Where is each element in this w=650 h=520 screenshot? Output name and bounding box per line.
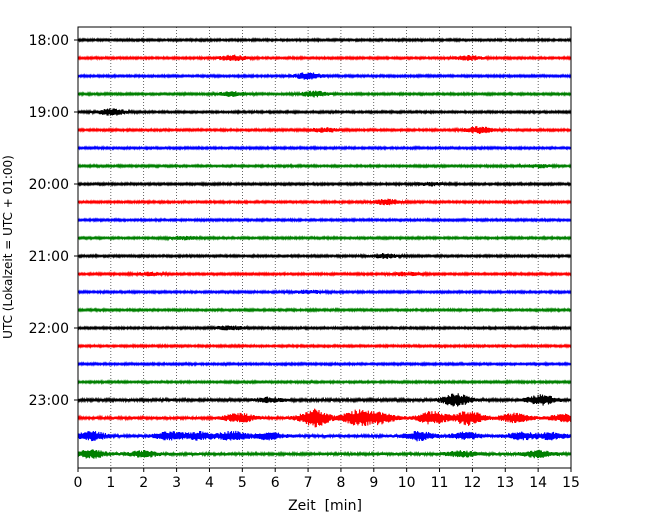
trace-line xyxy=(78,162,571,170)
x-tick-label: 11 xyxy=(431,475,449,491)
trace-line xyxy=(78,37,571,44)
y-tick-label: 21:00 xyxy=(29,249,69,265)
trace-line xyxy=(78,108,571,116)
x-tick-label: 9 xyxy=(369,475,378,491)
x-tick-label: 7 xyxy=(304,475,313,491)
y-tick-label: 20:00 xyxy=(29,177,69,193)
x-tick-label: 10 xyxy=(398,475,416,491)
x-tick-label: 1 xyxy=(106,475,115,491)
seismogram-traces xyxy=(78,37,571,459)
x-tick-label: 12 xyxy=(463,475,481,491)
y-tick-label: 23:00 xyxy=(29,393,69,409)
x-tick-label: 13 xyxy=(496,475,514,491)
x-tick-label: 4 xyxy=(205,475,214,491)
y-axis-label: UTC (Lokalzeit = UTC + 01:00) xyxy=(1,155,15,339)
trace-line xyxy=(78,408,571,428)
y-tick-label: 19:00 xyxy=(29,105,69,121)
trace-line xyxy=(78,198,571,206)
x-tick-label: 6 xyxy=(271,475,280,491)
trace-line xyxy=(78,324,571,332)
x-axis-ticks: 0 1 2 3 4 5 6 7 8 9 10 11 12 13 14 15 xyxy=(74,468,580,491)
trace-line xyxy=(78,252,571,260)
trace-line xyxy=(78,90,571,98)
x-tick-label: 2 xyxy=(139,475,148,491)
trace-line xyxy=(78,216,571,223)
y-tick-label: 18:00 xyxy=(29,33,69,49)
trace-line xyxy=(78,72,571,80)
x-tick-label: 14 xyxy=(529,475,547,491)
trace-line xyxy=(78,144,571,152)
trace-line xyxy=(78,234,571,242)
trace-line xyxy=(78,360,571,368)
y-axis-ticks: 18:00 19:00 20:00 21:00 22:00 23:00 xyxy=(29,33,78,409)
x-tick-label: 5 xyxy=(238,475,247,491)
trace-line xyxy=(78,343,571,350)
x-axis-label: Zeit [min] xyxy=(288,498,362,514)
x-tick-label: 8 xyxy=(336,475,345,491)
x-tick-label: 3 xyxy=(172,475,181,491)
trace-line xyxy=(78,288,571,296)
trace-line xyxy=(78,270,571,278)
x-tick-label: 0 xyxy=(74,475,83,491)
plot-frame xyxy=(77,26,572,469)
trace-line xyxy=(78,378,571,386)
trace-line xyxy=(78,306,571,314)
trace-line xyxy=(78,430,571,442)
x-tick-label: 15 xyxy=(562,475,580,491)
trace-line xyxy=(78,180,571,188)
trace-line xyxy=(78,393,571,407)
trace-line xyxy=(78,449,571,459)
trace-line xyxy=(78,126,571,134)
trace-line xyxy=(78,54,571,62)
y-tick-label: 22:00 xyxy=(29,321,69,337)
